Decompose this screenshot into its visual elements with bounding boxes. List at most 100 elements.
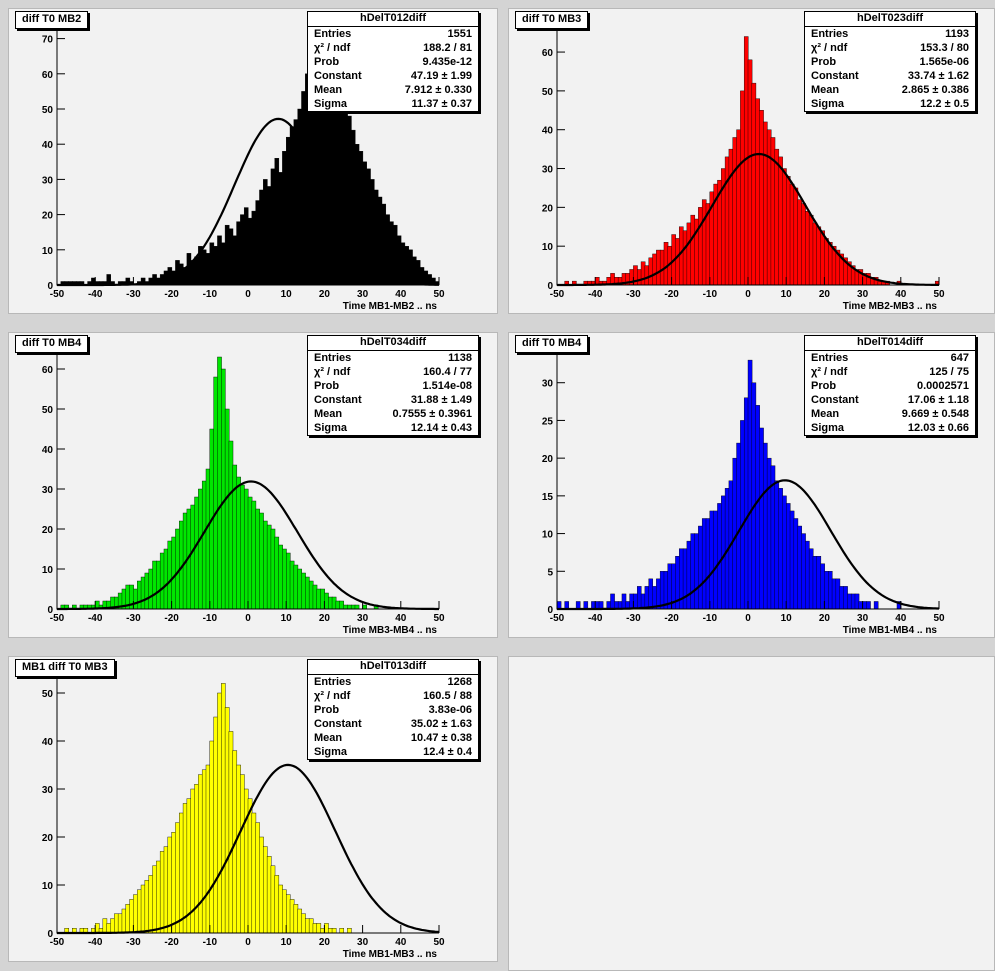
histogram-bin bbox=[339, 928, 344, 934]
stats-value: 0.0002571 bbox=[917, 380, 969, 392]
stats-row: Mean 9.669 ± 0.548 bbox=[805, 407, 975, 421]
stats-key: Sigma bbox=[811, 422, 845, 434]
stats-key: Sigma bbox=[314, 98, 348, 110]
stats-key: Entries bbox=[314, 28, 352, 40]
histogram-bin bbox=[331, 596, 337, 610]
histogram-bin bbox=[850, 593, 856, 610]
stats-row: Sigma 11.37 ± 0.37 bbox=[308, 97, 478, 111]
x-tick-label: 0 bbox=[745, 289, 751, 300]
histogram-bin bbox=[766, 129, 772, 286]
histogram-plot: 0 5 10 15 20 25 30 -50 -40 -30 -20 -10 0 10 20 30 40 50Ti… bbox=[542, 345, 945, 636]
y-tick-label: 40 bbox=[42, 140, 54, 151]
stats-box: hDelT014diff Entries 647 χ² / ndf 125 / 75 Pr… bbox=[804, 335, 976, 436]
histogram-bin bbox=[404, 246, 409, 286]
histogram-bin bbox=[751, 382, 757, 610]
x-tick-label: 30 bbox=[357, 937, 369, 948]
stats-row: Entries 1551 bbox=[308, 27, 478, 41]
histogram-bin bbox=[228, 440, 234, 610]
histogram-bin bbox=[786, 503, 791, 610]
histogram-bin bbox=[644, 586, 650, 610]
stats-key: Constant bbox=[314, 718, 362, 730]
histogram-bin bbox=[324, 592, 329, 610]
stats-key: Sigma bbox=[314, 746, 348, 758]
histogram-bin bbox=[679, 226, 684, 286]
stats-key: Constant bbox=[314, 394, 362, 406]
histogram-bin bbox=[698, 207, 703, 286]
histogram-bin bbox=[125, 903, 131, 934]
x-tick-label: 40 bbox=[895, 289, 907, 300]
stats-row: Sigma 12.03 ± 0.66 bbox=[805, 421, 975, 435]
x-tick-label: -10 bbox=[703, 289, 718, 300]
histogram-bin bbox=[690, 533, 696, 610]
histogram-bin bbox=[656, 578, 661, 610]
stats-value: 1.514e-08 bbox=[422, 380, 472, 392]
stats-row: Prob 9.435e-12 bbox=[308, 55, 478, 69]
histogram-bin bbox=[228, 731, 234, 934]
histogram-bin bbox=[713, 510, 718, 610]
stats-value: 1.565e-06 bbox=[919, 56, 969, 68]
histogram-bin bbox=[644, 265, 650, 286]
stats-row: Sigma 12.4 ± 0.4 bbox=[308, 745, 478, 759]
histogram-bin bbox=[217, 235, 222, 286]
histogram-bin bbox=[293, 564, 299, 610]
x-axis-label: Time MB1-MB4 .. ns bbox=[843, 625, 938, 636]
stats-key: Constant bbox=[811, 394, 859, 406]
x-tick-label: -30 bbox=[626, 289, 641, 300]
y-tick-label: 60 bbox=[542, 48, 554, 59]
histogram-bin bbox=[828, 571, 833, 610]
histogram-bin bbox=[747, 59, 753, 286]
histogram-bin bbox=[144, 572, 150, 610]
histogram-bin bbox=[274, 536, 280, 610]
stats-key: Constant bbox=[314, 70, 362, 82]
histogram-bin bbox=[266, 524, 272, 610]
histogram-title: MB1 diff T0 MB3 bbox=[15, 659, 115, 677]
histogram-bin bbox=[236, 476, 241, 610]
stats-row: χ² / ndf 160.5 / 88 bbox=[308, 689, 478, 703]
histogram-bin bbox=[385, 214, 390, 286]
y-tick-label: 10 bbox=[542, 242, 554, 253]
histogram-bin bbox=[705, 518, 711, 610]
stats-key: Constant bbox=[811, 70, 859, 82]
histogram-bin bbox=[354, 604, 360, 610]
histogram-bin bbox=[736, 129, 741, 286]
histogram-bin bbox=[621, 593, 627, 610]
stats-row: Constant 33.74 ± 1.62 bbox=[805, 69, 975, 83]
histogram-bin bbox=[278, 544, 283, 610]
stats-row: Constant 31.88 ± 1.49 bbox=[308, 393, 478, 407]
histogram-pad: 0 5 10 15 20 25 30 -50 -40 -30 -20 -10 0 10 20 30 40 50 Ti… bbox=[508, 332, 995, 638]
histogram-bin bbox=[778, 488, 783, 610]
histogram-bin bbox=[801, 203, 806, 286]
x-tick-label: 20 bbox=[819, 289, 831, 300]
histogram-bin bbox=[690, 214, 696, 286]
histogram-bin bbox=[652, 253, 657, 286]
histogram-bin bbox=[137, 889, 142, 934]
histogram-bin bbox=[243, 788, 249, 934]
stats-value: 35.02 ± 1.63 bbox=[410, 718, 472, 730]
histogram-bin bbox=[152, 865, 157, 934]
histogram-bin bbox=[698, 525, 703, 610]
stats-value: 12.14 ± 0.43 bbox=[410, 422, 472, 434]
histogram-bin bbox=[778, 156, 783, 286]
stats-row: Mean 7.912 ± 0.330 bbox=[308, 83, 478, 97]
histogram-bin bbox=[637, 586, 642, 610]
gaussian-fit-curve bbox=[57, 117, 439, 287]
histogram-bin bbox=[736, 442, 741, 610]
histogram-bin bbox=[843, 586, 848, 610]
histogram-bin bbox=[163, 846, 169, 934]
x-tick-label: 50 bbox=[933, 289, 945, 300]
histogram-bin bbox=[293, 903, 299, 934]
stats-box: hDelT013diff Entries 1268 χ² / ndf 160.5 / 8… bbox=[307, 659, 479, 760]
histogram-bin bbox=[266, 186, 272, 286]
histogram-bin bbox=[289, 560, 295, 610]
y-tick-label: 20 bbox=[42, 211, 54, 222]
histogram-bin bbox=[759, 110, 764, 286]
histogram-bin bbox=[243, 488, 249, 610]
histogram-bin bbox=[190, 504, 196, 610]
histogram-bin bbox=[156, 860, 161, 934]
histogram-bin bbox=[175, 822, 180, 934]
x-tick-label: 10 bbox=[781, 613, 793, 624]
stats-key: Prob bbox=[314, 56, 340, 68]
histogram-bin bbox=[427, 274, 432, 286]
y-tick-label: 50 bbox=[542, 87, 554, 98]
